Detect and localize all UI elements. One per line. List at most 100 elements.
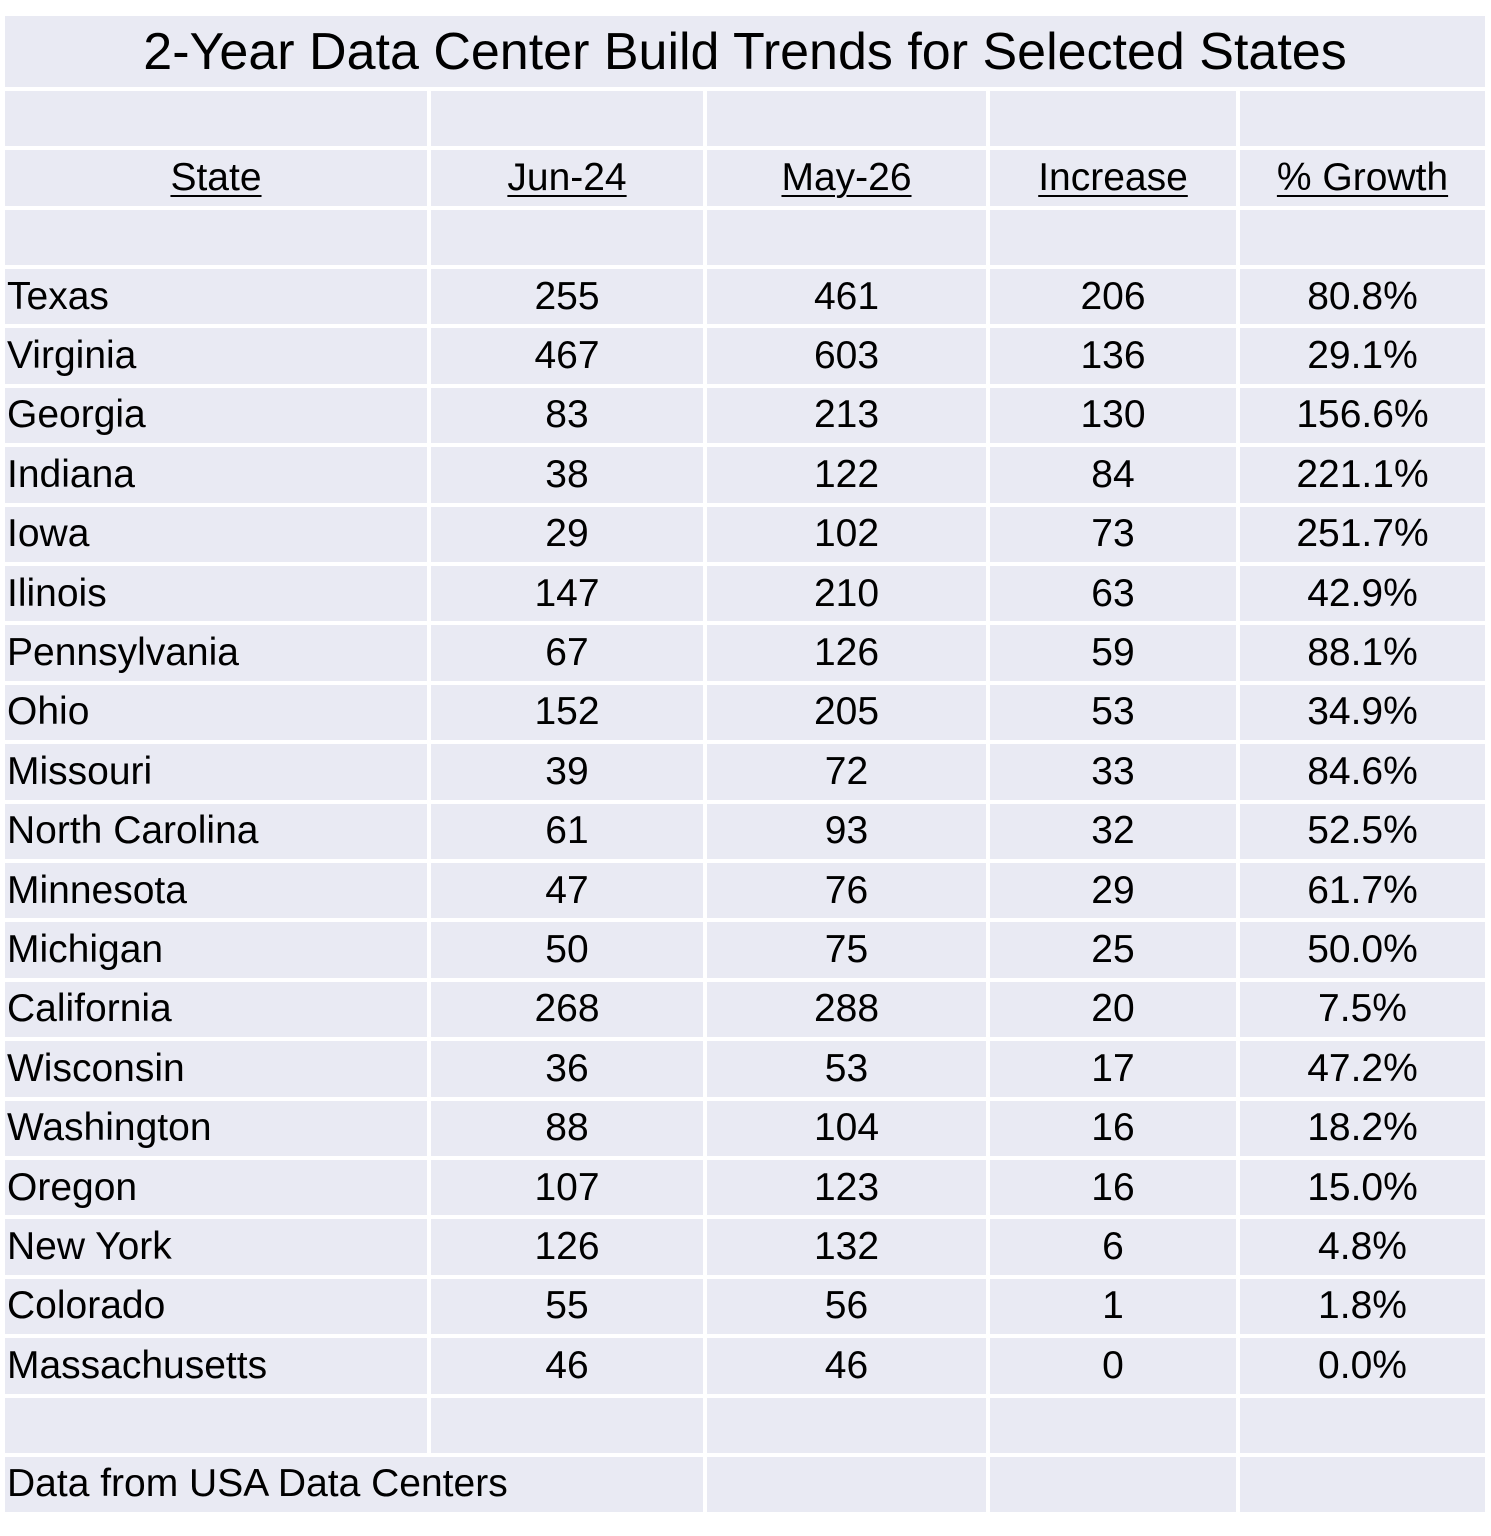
value-cell: 255 [431,269,703,325]
state-name-cell: California [5,981,427,1038]
value-cell: 16 [990,1160,1236,1216]
value-cell: 18.2% [1240,1100,1485,1156]
empty-cell [5,1397,427,1453]
empty-cell [431,1397,703,1453]
value-cell: 53 [707,1041,986,1097]
empty-cell [990,1397,1236,1453]
value-cell: 52.5% [1240,803,1485,859]
value-cell: 84.6% [1240,744,1485,800]
value-cell: 38 [431,447,703,503]
value-cell: 20 [990,981,1236,1038]
value-cell: 123 [707,1160,986,1216]
column-header-label: May-26 [781,156,912,199]
value-cell: 29.1% [1240,328,1485,384]
value-cell: 25 [990,922,1236,978]
column-header: State [5,150,427,206]
value-cell: 61 [431,803,703,859]
state-name-cell: Texas [5,269,427,325]
value-cell: 59 [990,625,1236,681]
value-cell: 50.0% [1240,922,1485,978]
value-cell: 107 [431,1160,703,1216]
value-cell: 84 [990,447,1236,503]
value-cell: 34.9% [1240,684,1485,741]
column-header-label: % Growth [1276,156,1449,199]
value-cell: 156.6% [1240,387,1485,444]
state-name-cell: Virginia [5,328,427,384]
state-name-cell: Oregon [5,1160,427,1216]
empty-cell [431,210,703,265]
value-cell: 126 [431,1219,703,1275]
state-name-cell: Iowa [5,506,427,562]
value-cell: 42.9% [1240,566,1485,622]
empty-cell [707,210,986,265]
column-header: May-26 [707,150,986,206]
value-cell: 73 [990,506,1236,562]
empty-cell [1240,1397,1485,1453]
state-name-cell: Colorado [5,1278,427,1335]
value-cell: 0.0% [1240,1338,1485,1394]
value-cell: 50 [431,922,703,978]
state-name-cell: Pennsylvania [5,625,427,681]
value-cell: 17 [990,1041,1236,1097]
value-cell: 126 [707,625,986,681]
value-cell: 32 [990,803,1236,859]
value-cell: 47.2% [1240,1041,1485,1097]
empty-cell [1240,91,1485,146]
value-cell: 467 [431,328,703,384]
column-header-label: Increase [1038,156,1188,199]
value-cell: 55 [431,1278,703,1335]
column-header: Jun-24 [431,150,703,206]
value-cell: 72 [707,744,986,800]
data-table: 2-Year Data Center Build Trends for Sele… [5,16,1485,1512]
value-cell: 206 [990,269,1236,325]
column-header-label: Jun-24 [507,156,627,199]
value-cell: 210 [707,566,986,622]
value-cell: 67 [431,625,703,681]
column-header-label: State [170,156,262,199]
value-cell: 46 [431,1338,703,1394]
value-cell: 213 [707,387,986,444]
value-cell: 33 [990,744,1236,800]
value-cell: 0 [990,1338,1236,1394]
value-cell: 6 [990,1219,1236,1275]
value-cell: 39 [431,744,703,800]
empty-cell [5,210,427,265]
value-cell: 461 [707,269,986,325]
value-cell: 46 [707,1338,986,1394]
state-name-cell: Wisconsin [5,1041,427,1097]
value-cell: 63 [990,566,1236,622]
state-name-cell: New York [5,1219,427,1275]
value-cell: 7.5% [1240,981,1485,1038]
empty-cell [1240,1456,1485,1512]
value-cell: 221.1% [1240,447,1485,503]
value-cell: 288 [707,981,986,1038]
empty-cell [990,210,1236,265]
value-cell: 76 [707,863,986,919]
empty-cell [431,91,703,146]
value-cell: 80.8% [1240,269,1485,325]
table-title: 2-Year Data Center Build Trends for Sele… [5,16,1485,87]
value-cell: 4.8% [1240,1219,1485,1275]
state-name-cell: Indiana [5,447,427,503]
value-cell: 251.7% [1240,506,1485,562]
state-name-cell: Michigan [5,922,427,978]
value-cell: 205 [707,684,986,741]
empty-cell [990,91,1236,146]
state-name-cell: Minnesota [5,863,427,919]
value-cell: 88.1% [1240,625,1485,681]
value-cell: 93 [707,803,986,859]
state-name-cell: Georgia [5,387,427,444]
state-name-cell: North Carolina [5,803,427,859]
value-cell: 152 [431,684,703,741]
value-cell: 29 [990,863,1236,919]
value-cell: 36 [431,1041,703,1097]
state-name-cell: Ilinois [5,566,427,622]
value-cell: 61.7% [1240,863,1485,919]
state-name-cell: Washington [5,1100,427,1156]
value-cell: 16 [990,1100,1236,1156]
empty-cell [707,1456,986,1512]
value-cell: 53 [990,684,1236,741]
value-cell: 1.8% [1240,1278,1485,1335]
value-cell: 136 [990,328,1236,384]
value-cell: 1 [990,1278,1236,1335]
